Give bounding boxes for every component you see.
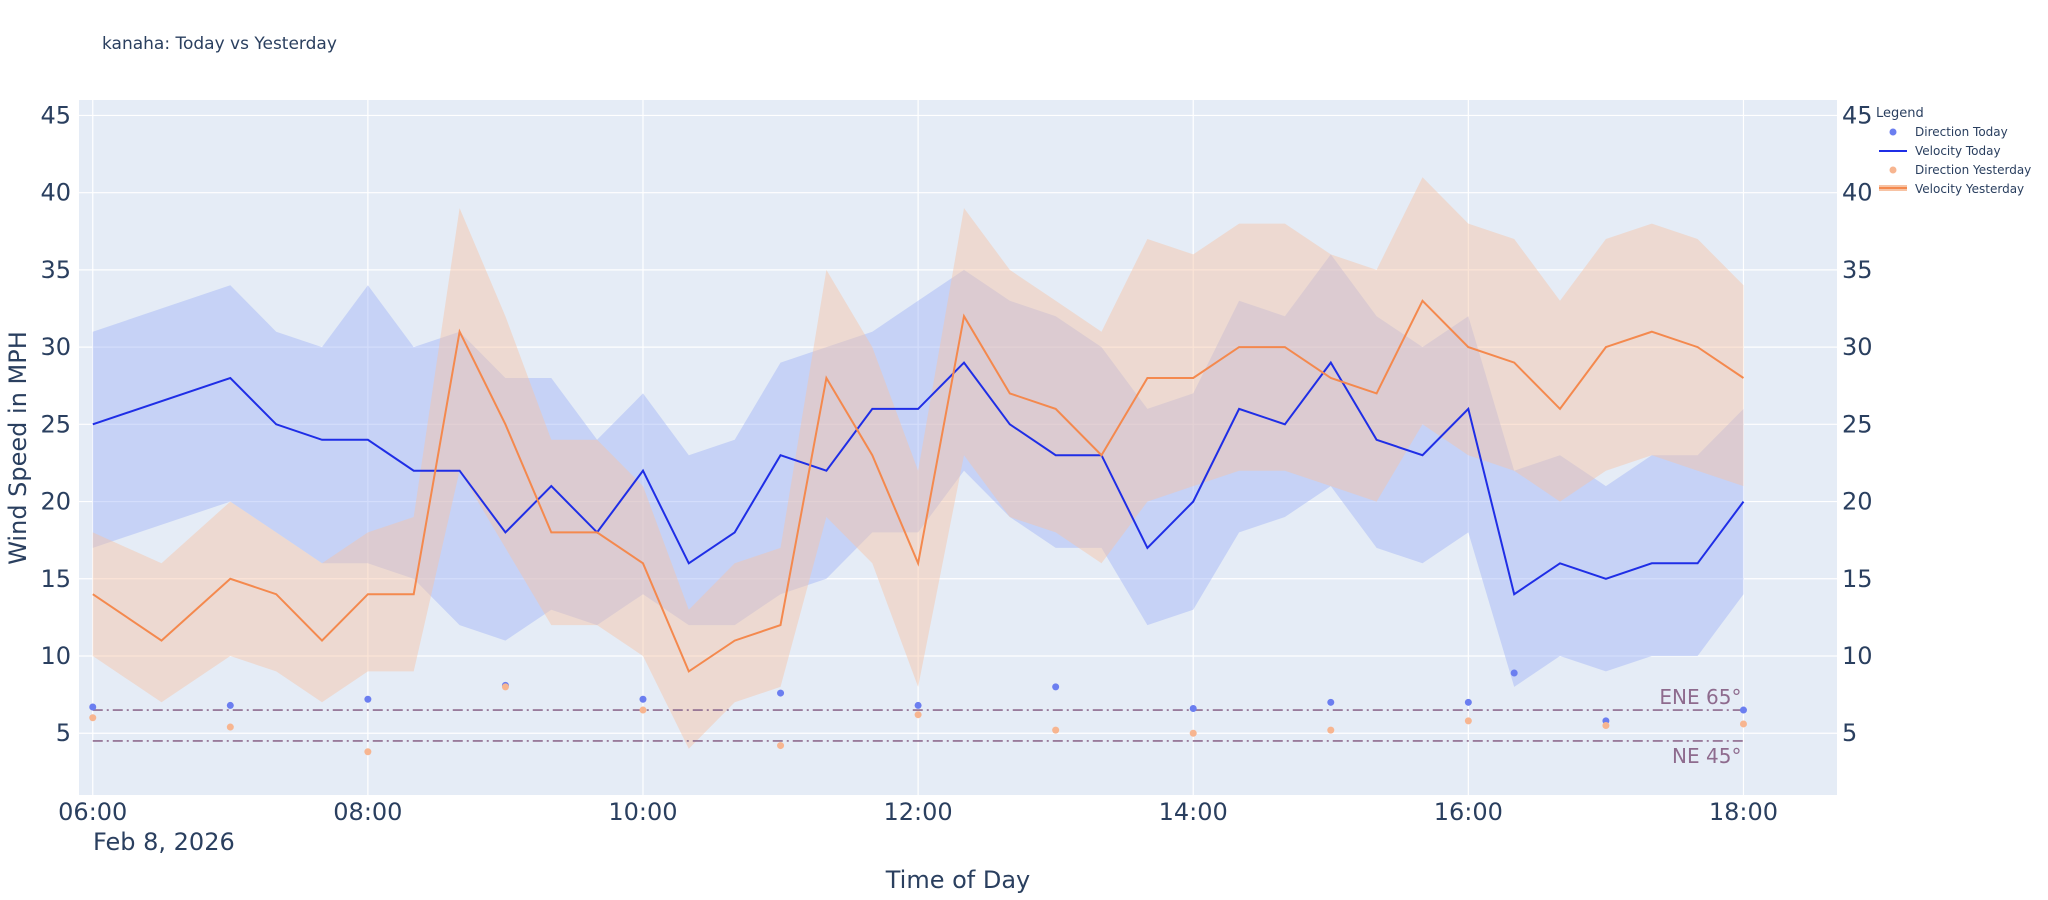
point-direction-yesterday xyxy=(1464,717,1472,725)
point-direction-yesterday xyxy=(1189,729,1197,737)
point-direction-yesterday xyxy=(364,748,372,756)
y-tick-label-right: 10 xyxy=(1842,642,1873,670)
point-direction-yesterday xyxy=(89,714,97,722)
y-tick-label-right: 20 xyxy=(1842,488,1873,516)
y-tick-label-right: 30 xyxy=(1842,333,1873,361)
point-direction-today xyxy=(1464,698,1472,706)
legend-item-direction-yesterday[interactable]: Direction Yesterday xyxy=(1915,163,2031,177)
y-tick-label-left: 20 xyxy=(40,488,71,516)
point-direction-yesterday xyxy=(501,683,509,691)
y-tick-label-left: 40 xyxy=(40,179,71,207)
x-tick-label: 14:00 xyxy=(1159,798,1228,826)
y-tick-label-right: 45 xyxy=(1842,101,1873,129)
x-tick-label: 18:00 xyxy=(1709,798,1778,826)
direction-points xyxy=(89,669,1747,756)
gridlines xyxy=(79,100,1837,795)
x-axis-title: Time of Day xyxy=(885,866,1031,894)
point-direction-today xyxy=(89,703,97,711)
chart-title: kanaha: Today vs Yesterday xyxy=(102,34,337,54)
x-start-date-label: Feb 8, 2026 xyxy=(93,828,235,856)
x-tick-label: 10:00 xyxy=(608,798,677,826)
y-tick-label-right: 40 xyxy=(1842,179,1873,207)
y-tick-label-left: 30 xyxy=(40,333,71,361)
y-tick-label-left: 25 xyxy=(40,410,71,438)
line-velocity-yesterday xyxy=(92,299,1745,673)
plot-background xyxy=(79,100,1837,795)
y-tick-label-left: 15 xyxy=(40,565,71,593)
legend: Legend Direction Today Velocity Today Di… xyxy=(1876,106,2031,196)
y-tick-label-right: 5 xyxy=(1842,719,1857,747)
point-direction-yesterday xyxy=(1327,726,1335,734)
point-direction-yesterday xyxy=(914,711,922,719)
velocity-lines xyxy=(92,299,1745,673)
x-tick-label: 06:00 xyxy=(58,798,127,826)
y-tick-label-right: 15 xyxy=(1842,565,1873,593)
point-direction-today xyxy=(777,689,785,697)
band-velocity-yesterday xyxy=(92,177,1744,749)
point-direction-today xyxy=(1327,698,1335,706)
legend-title: Legend xyxy=(1876,106,1924,121)
point-direction-today xyxy=(364,695,372,703)
x-tick-label: 16:00 xyxy=(1434,798,1503,826)
point-direction-yesterday xyxy=(1739,720,1747,728)
point-direction-today xyxy=(1189,705,1197,713)
y-tick-label-left: 10 xyxy=(40,642,71,670)
reference-line-label: ENE 65° xyxy=(1659,685,1741,709)
x-tick-label: 12:00 xyxy=(884,798,953,826)
point-direction-yesterday xyxy=(777,742,785,750)
point-direction-today xyxy=(226,701,234,709)
point-direction-yesterday xyxy=(226,723,234,731)
x-axis-ticks: 06:00 08:00 10:00 12:00 14:00 16:00 18:00 xyxy=(58,798,1778,826)
legend-marker-direction-yesterday xyxy=(1889,166,1897,174)
y-axis-left-ticks: 5 10 15 20 25 30 35 40 45 xyxy=(40,101,71,747)
x-tick-label: 08:00 xyxy=(333,798,402,826)
y-tick-label-right: 25 xyxy=(1842,410,1873,438)
y-tick-label-right: 35 xyxy=(1842,256,1873,284)
legend-marker-direction-today xyxy=(1889,128,1897,136)
y-tick-label-left: 5 xyxy=(56,719,71,747)
y-axis-right-ticks: 5 10 15 20 25 30 35 40 45 xyxy=(1842,101,1873,747)
line-velocity-today xyxy=(92,360,1745,596)
point-direction-today xyxy=(914,701,922,709)
point-direction-today xyxy=(1510,669,1518,677)
legend-item-direction-today[interactable]: Direction Today xyxy=(1915,125,2008,139)
y-tick-label-left: 35 xyxy=(40,256,71,284)
y-tick-label-left: 45 xyxy=(40,101,71,129)
reference-lines: ENE 65° NE 45° xyxy=(92,685,1744,768)
point-direction-today xyxy=(1739,706,1747,714)
point-direction-today xyxy=(639,695,647,703)
point-direction-today xyxy=(1052,683,1060,691)
legend-item-velocity-today[interactable]: Velocity Today xyxy=(1915,144,2001,158)
legend-item-velocity-yesterday[interactable]: Velocity Yesterday xyxy=(1915,182,2024,196)
y-axis-title: Wind Speed in MPH xyxy=(4,331,32,565)
point-direction-yesterday xyxy=(639,706,647,714)
point-direction-yesterday xyxy=(1602,722,1610,729)
reference-line-label: NE 45° xyxy=(1672,744,1741,768)
point-direction-yesterday xyxy=(1052,726,1060,734)
